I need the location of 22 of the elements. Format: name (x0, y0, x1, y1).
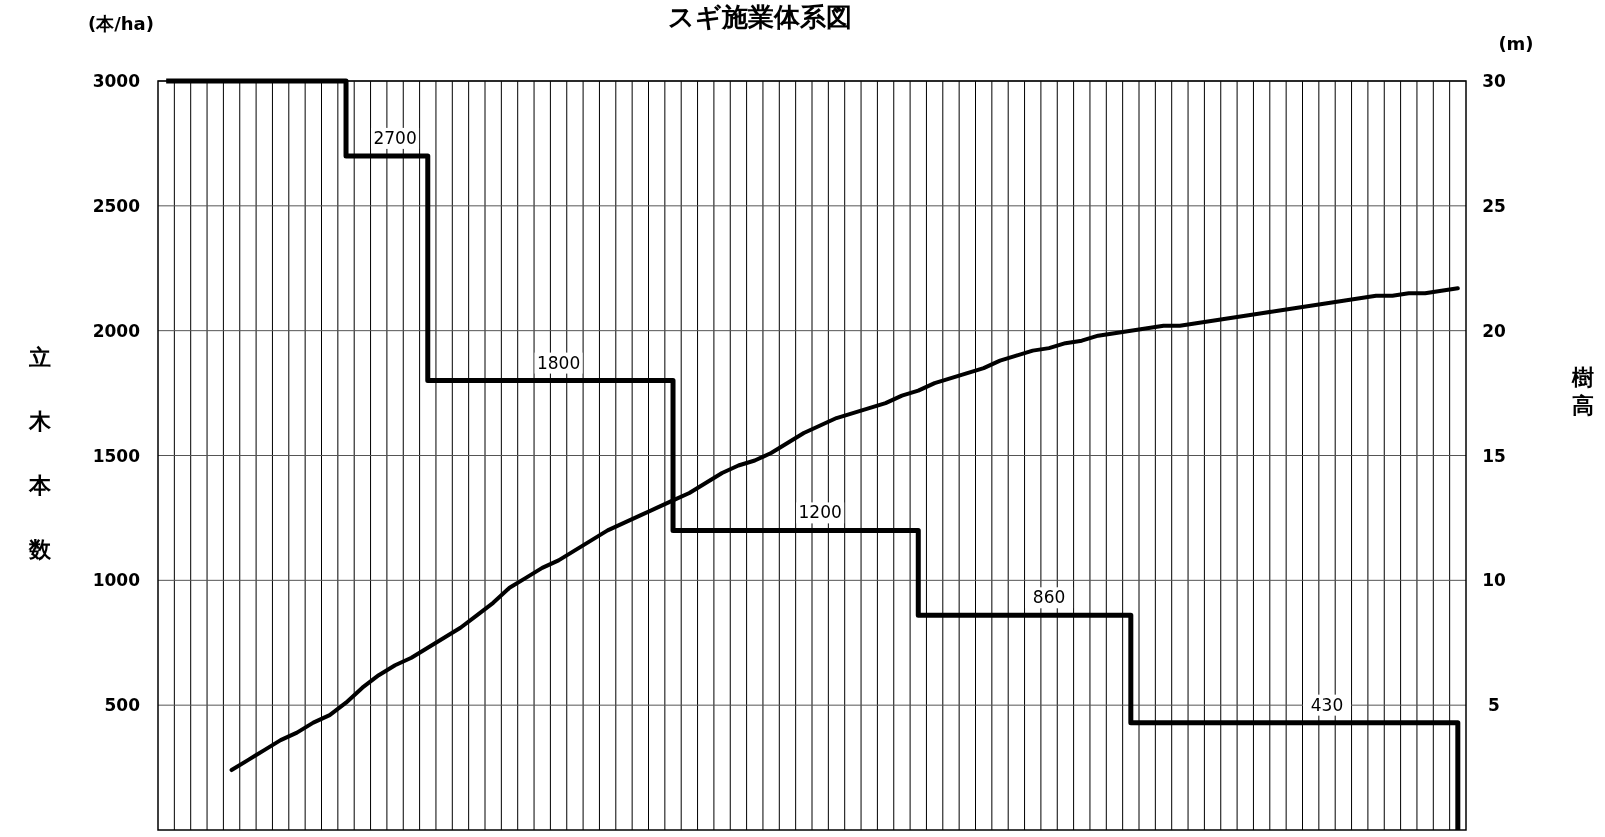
chart-title: スギ施業体系図 (668, 2, 852, 32)
y2-tick-label: 5 (1488, 695, 1500, 716)
y-tick-label: 2000 (92, 320, 141, 341)
y2-tick-label: 20 (1482, 320, 1506, 341)
data-label: 430 (1310, 694, 1344, 715)
y2-tick-label: 10 (1482, 570, 1506, 591)
y-tick-label: 500 (104, 695, 141, 716)
y2-axis-title: 樹高 (1571, 365, 1594, 418)
y2-tick-label: 15 (1482, 445, 1506, 466)
text: 立木本数 (29, 345, 51, 562)
y-tick-label: 1000 (92, 570, 141, 591)
data-label: 1200 (798, 502, 842, 523)
y-tick-label: 2500 (92, 195, 141, 216)
y2-tick-label: 30 (1482, 71, 1506, 91)
text: (本/ha) (88, 13, 154, 34)
y2-tick-label: 25 (1482, 195, 1506, 216)
y-tick-label: 1500 (92, 445, 141, 466)
data-label: 1800 (536, 352, 581, 373)
y-tick-label: 3000 (92, 71, 141, 91)
text: (m) (1498, 33, 1534, 54)
data-label: 860 (1032, 587, 1066, 608)
data-label: 2700 (373, 127, 417, 148)
